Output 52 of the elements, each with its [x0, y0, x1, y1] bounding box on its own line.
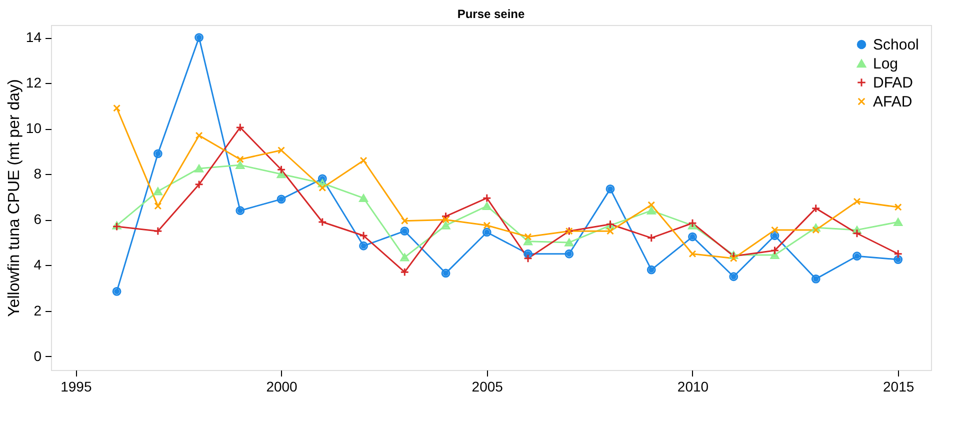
- point: [852, 228, 862, 238]
- point: [360, 156, 368, 164]
- point: [812, 226, 820, 234]
- y-tick-label: 2: [34, 302, 42, 318]
- point: [153, 226, 162, 236]
- point: [524, 233, 532, 240]
- point: [483, 222, 491, 230]
- point: [770, 246, 780, 255]
- point: [113, 104, 121, 112]
- y-tick-label: 14: [26, 29, 42, 46]
- x-tick-label: 1995: [60, 378, 92, 394]
- y-axis-title: Yellowfin tuna CPUE (mt per day): [6, 79, 23, 317]
- y-tick-label: 0: [34, 348, 42, 364]
- legend-label: Log: [873, 56, 898, 72]
- point: [318, 184, 326, 192]
- point: [482, 194, 492, 203]
- point: [524, 254, 532, 263]
- point: [278, 146, 285, 154]
- chart-title: Purse seine: [457, 7, 526, 21]
- point: [400, 217, 408, 225]
- point: [236, 156, 244, 164]
- point: [359, 231, 368, 240]
- point: [894, 249, 903, 258]
- y-tick-label: 4: [34, 256, 42, 273]
- point: [811, 204, 820, 213]
- point: [400, 268, 410, 277]
- x-tick-label: 2005: [472, 378, 504, 394]
- point: [606, 227, 614, 235]
- point: [646, 233, 656, 242]
- x-tick-label: 2015: [883, 378, 914, 394]
- y-tick-label: 8: [34, 166, 42, 182]
- point: [154, 202, 162, 210]
- x-tick-label: 2000: [266, 378, 298, 394]
- legend-label: School: [873, 36, 919, 54]
- y-tick-label: 6: [34, 211, 42, 228]
- point: [894, 203, 902, 211]
- x-tick-label: 2010: [677, 378, 709, 394]
- y-tick-label: 12: [26, 74, 42, 91]
- point: [195, 132, 203, 140]
- point: [688, 250, 696, 258]
- point: [194, 180, 204, 189]
- point: [276, 165, 286, 174]
- y-tick-label: 10: [26, 120, 42, 136]
- point: [442, 216, 450, 224]
- point: [771, 226, 778, 234]
- point: [730, 254, 738, 262]
- point: [648, 201, 656, 209]
- legend-label: DFAD: [873, 74, 914, 92]
- point: [318, 218, 327, 226]
- point: [236, 123, 245, 132]
- legend-label: AFAD: [873, 94, 912, 110]
- point: [853, 198, 861, 206]
